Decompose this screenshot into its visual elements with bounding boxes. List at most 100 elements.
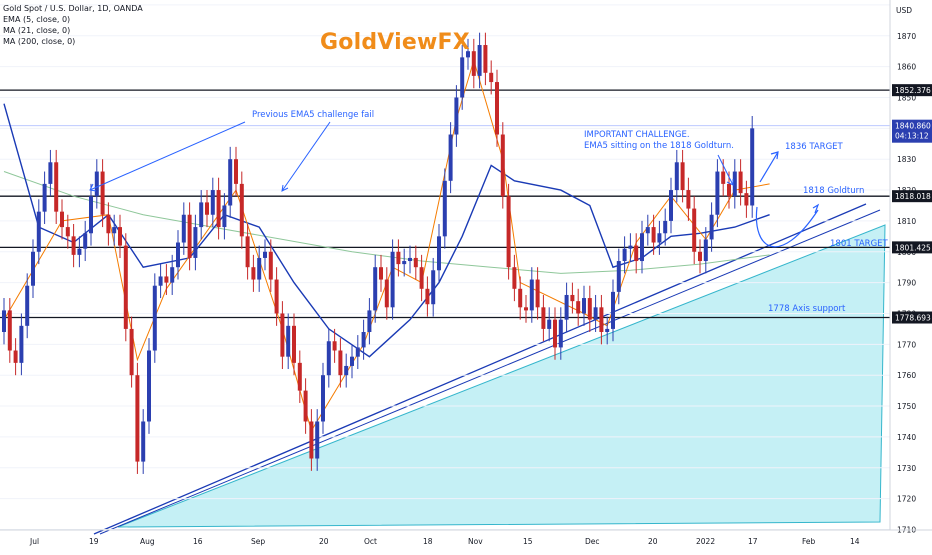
candle-body	[42, 183, 47, 212]
candle-body	[669, 190, 673, 221]
candle-body	[321, 375, 325, 422]
annotation-label: 1778 Axis support	[768, 304, 846, 314]
candle-body	[703, 239, 708, 262]
price-tick-label: 1860	[897, 63, 916, 72]
candle-body	[234, 159, 238, 184]
candle-body	[152, 285, 157, 351]
candle-body	[524, 307, 528, 311]
candle-body	[344, 365, 349, 376]
date-tick-label: Sep	[251, 537, 265, 546]
annotation-label: IMPORTANT CHALLENGE.	[584, 130, 690, 140]
candle-body	[13, 350, 18, 363]
candle-body	[379, 267, 383, 280]
candle-body	[384, 279, 389, 308]
candle-body	[83, 233, 88, 249]
candle-body	[500, 134, 505, 197]
candle-body	[170, 267, 175, 283]
date-tick-label: 17	[748, 537, 758, 546]
candle-body	[251, 267, 256, 280]
candle-body	[709, 214, 714, 240]
challenge-arrow-left	[89, 121, 246, 192]
candle-body	[112, 227, 117, 234]
candle-body	[628, 245, 633, 249]
candle-body	[570, 294, 575, 302]
candle-body	[129, 328, 134, 376]
candle-body	[274, 279, 279, 314]
candle-body	[431, 270, 436, 305]
price-tick-label: 1720	[897, 495, 916, 504]
candle-body	[158, 276, 163, 286]
candle-body	[373, 267, 378, 311]
price-tick-label: 1730	[897, 464, 916, 473]
price-tick-label: 1740	[897, 433, 916, 442]
date-tick-label: Jul	[29, 537, 39, 546]
candle-body	[396, 251, 401, 265]
candle-body	[176, 242, 180, 268]
date-tick-label: 16	[193, 537, 203, 546]
candle-body	[634, 245, 639, 262]
candle-body	[640, 233, 644, 262]
candle-body	[437, 236, 441, 271]
candle-body	[727, 183, 731, 197]
candle-body	[663, 220, 668, 234]
candle-body	[303, 390, 308, 422]
candle-body	[77, 248, 82, 255]
candle-body	[622, 248, 627, 262]
price-tick-label: 1790	[897, 279, 916, 288]
candle-body	[54, 162, 59, 212]
level-tag	[892, 311, 932, 324]
candle-body	[263, 251, 267, 258]
candle-body	[123, 245, 128, 329]
candle-body	[228, 159, 233, 206]
current-price-label: 1840.860	[895, 122, 931, 131]
candle-body	[413, 257, 418, 268]
date-tick-label: 18	[423, 537, 433, 546]
candle-body	[350, 356, 354, 366]
ma21-line	[3, 103, 770, 358]
candle-body	[193, 227, 198, 258]
candle-body	[60, 211, 64, 228]
candle-body	[205, 202, 209, 215]
candle-body	[744, 193, 749, 206]
candle-body	[257, 257, 262, 280]
candle-body	[564, 294, 569, 320]
candle-body	[645, 227, 650, 234]
candle-body	[2, 310, 6, 332]
support-zone	[117, 224, 886, 528]
candle-body	[442, 180, 447, 237]
candle-body	[489, 72, 494, 83]
important-arrow	[717, 154, 734, 186]
candle-body	[460, 57, 465, 98]
date-tick-label: 20	[319, 537, 329, 546]
date-tick-label: 19	[89, 537, 99, 546]
candle-body	[106, 214, 111, 234]
candle-body	[297, 362, 302, 391]
candle-body	[674, 162, 679, 191]
date-tick-label: Feb	[802, 537, 816, 546]
candle-body	[750, 128, 755, 206]
current-price-tag	[892, 119, 932, 143]
annotation-label: 1836 TARGET	[785, 142, 844, 152]
candle-body	[94, 171, 99, 197]
candle-body	[135, 375, 140, 462]
legend-ema: EMA (5, close, 0)	[3, 15, 71, 24]
target-arrow	[759, 151, 779, 183]
candle-body	[367, 310, 372, 332]
level-tag-label: 1801.425	[895, 243, 931, 252]
candle-body	[686, 190, 691, 209]
date-tick-label: Aug	[140, 537, 155, 546]
annotation-label: 1818 Goldturn	[803, 186, 864, 196]
level-tag-label: 1818.018	[895, 192, 931, 201]
candle-body	[118, 227, 122, 246]
candle-body	[245, 236, 250, 268]
candle-body	[738, 171, 743, 194]
candle-body	[48, 162, 53, 184]
candle-body	[425, 288, 430, 305]
candle-body	[576, 301, 581, 314]
candle-body	[547, 319, 552, 329]
candle-body	[512, 267, 517, 289]
date-tick-label: 14	[850, 537, 860, 546]
candle-body	[657, 233, 662, 243]
